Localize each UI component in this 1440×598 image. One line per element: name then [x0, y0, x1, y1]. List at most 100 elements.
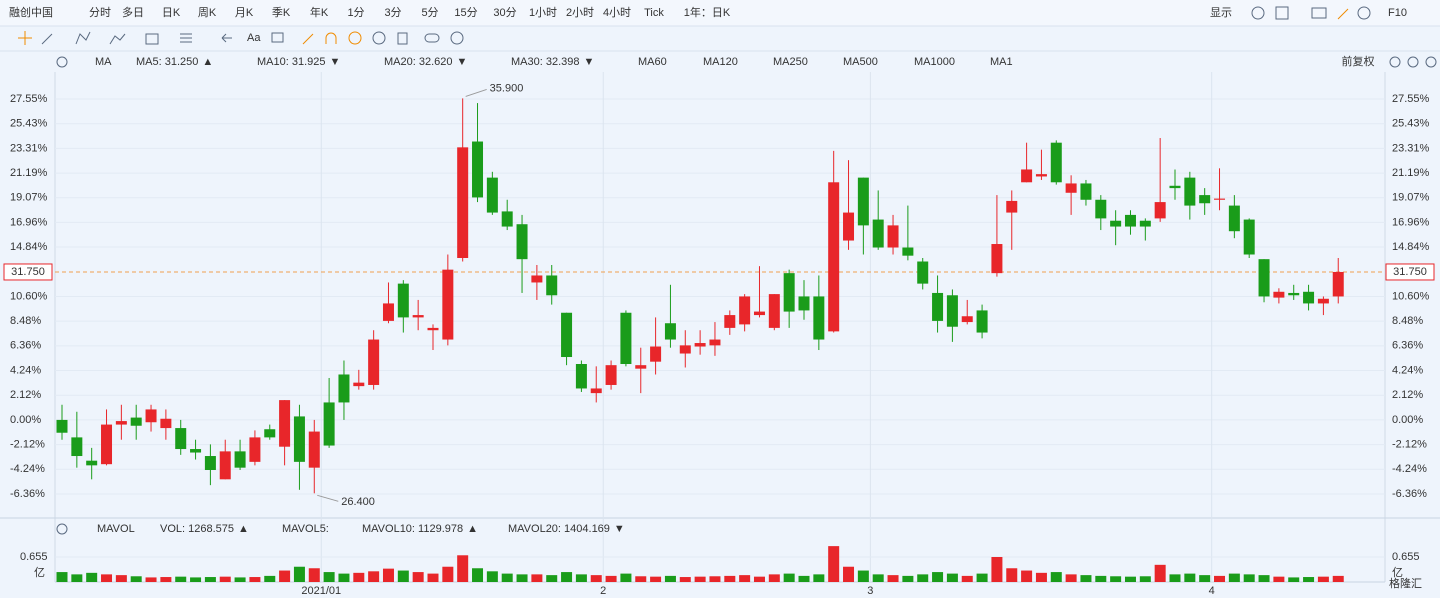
tab[interactable]: 分时 — [89, 6, 111, 19]
candle-body — [234, 451, 246, 468]
y-tick-label: 25.43% — [1392, 118, 1430, 130]
volume-bar — [753, 576, 765, 582]
tab[interactable]: 1分 — [347, 6, 364, 19]
candle-body — [664, 323, 676, 340]
volume-bar — [1258, 575, 1270, 582]
volume-bar — [457, 555, 469, 582]
tab[interactable]: 1年：日K — [684, 5, 731, 19]
x-tick-label: 4 — [1209, 585, 1215, 597]
volume-bar — [1288, 577, 1300, 582]
icon — [145, 33, 159, 45]
candle-body — [575, 364, 587, 389]
volume-bar — [635, 576, 647, 582]
tab[interactable]: 30分 — [493, 6, 516, 19]
candle-body — [531, 275, 543, 283]
volume-bar — [145, 577, 157, 582]
candle-body — [590, 388, 602, 394]
candle-body — [694, 343, 706, 347]
tab[interactable]: 15分 — [454, 6, 477, 19]
ma-legend: MA5: 31.250 — [136, 56, 198, 68]
volume-bar — [843, 566, 855, 582]
volume-bar — [590, 575, 602, 582]
icon — [1275, 6, 1289, 20]
volume-bar — [293, 566, 305, 582]
candle-body — [917, 261, 929, 284]
volume-bar — [501, 573, 513, 582]
tab[interactable]: 多日 — [122, 5, 144, 19]
icon — [18, 31, 32, 45]
tab[interactable]: 1小时 — [529, 6, 557, 19]
tab[interactable]: 5分 — [421, 6, 438, 19]
last-price-label: 31.750 — [1393, 266, 1427, 278]
volume-bar — [234, 577, 246, 582]
ma-legend: MA500 — [843, 56, 878, 68]
candle-body — [279, 400, 291, 447]
f10-button[interactable]: F10 — [1388, 7, 1407, 19]
vol-unit: 亿 — [34, 566, 45, 579]
display-menu[interactable]: 显示 — [1210, 6, 1232, 19]
volume-bar — [1303, 577, 1315, 582]
vol-arrow: ▲ — [238, 523, 249, 535]
volume-bar — [204, 577, 216, 582]
volume-bar — [442, 566, 454, 582]
ma-arrow: ▼ — [584, 56, 595, 68]
y-tick-label: -4.24% — [1392, 463, 1427, 475]
candle-body — [501, 211, 513, 227]
vol-legend: MAVOL10: 1129.978 — [362, 523, 463, 535]
y-tick-label: 16.96% — [1392, 216, 1430, 228]
candle-body — [338, 374, 350, 403]
candle-body — [976, 310, 988, 333]
tab[interactable]: 季K — [272, 6, 291, 19]
volume-bar — [546, 575, 558, 582]
volume-bar — [1050, 572, 1062, 582]
volume-bar — [264, 575, 276, 582]
candle-body — [1050, 142, 1062, 183]
icon — [372, 31, 386, 45]
tab[interactable]: Tick — [644, 7, 664, 19]
icon — [75, 31, 91, 45]
low-pointer — [317, 494, 339, 502]
x-tick-label: 3 — [867, 585, 873, 597]
ma-legend: MA20: 32.620 — [384, 56, 453, 68]
volume-bar — [575, 574, 587, 582]
candle-body — [843, 212, 855, 241]
tab[interactable]: 3分 — [384, 6, 401, 19]
y-tick-label: 14.84% — [1392, 241, 1430, 253]
candle-body — [457, 147, 469, 259]
candle-body — [991, 244, 1003, 274]
y-tick-label: 8.48% — [1392, 315, 1423, 327]
tab[interactable]: 融创中国 — [9, 6, 53, 19]
tab[interactable]: 日K — [162, 7, 181, 19]
candle-body — [1258, 259, 1270, 297]
volume-bar — [991, 557, 1003, 582]
tab[interactable]: 月K — [235, 7, 254, 19]
y-tick-label: -2.12% — [10, 439, 45, 451]
candle-body — [382, 303, 394, 321]
candle-body — [1006, 200, 1018, 213]
adjust-menu[interactable]: 前复权 — [1342, 54, 1375, 68]
vol-arrow: ▲ — [467, 523, 478, 535]
y-tick-label: 0.00% — [1392, 414, 1423, 426]
y-tick-label: 2.12% — [10, 389, 41, 401]
volume-bar — [1139, 576, 1151, 582]
volume-bar — [86, 572, 98, 582]
tab[interactable]: 4小时 — [603, 6, 631, 19]
vol-tick-label: 0.655 — [1392, 551, 1420, 563]
candle-body — [86, 460, 98, 466]
candle-body — [635, 365, 647, 369]
font-tool[interactable]: Aa — [247, 32, 261, 44]
candle-body — [620, 312, 632, 365]
ma-legend: MA60 — [638, 56, 667, 68]
candle-body — [308, 431, 320, 468]
y-tick-label: 10.60% — [1392, 290, 1430, 302]
tab[interactable]: 2小时 — [566, 6, 594, 19]
volume-bar — [798, 575, 810, 582]
tab[interactable]: 年K — [310, 5, 329, 19]
candle-body — [145, 409, 157, 423]
y-tick-label: 6.36% — [1392, 340, 1423, 352]
volume-bar — [813, 574, 825, 582]
candle-body — [605, 365, 617, 385]
y-tick-label: 21.19% — [10, 167, 48, 179]
tab[interactable]: 周K — [198, 6, 217, 19]
volume-bar — [605, 575, 617, 582]
